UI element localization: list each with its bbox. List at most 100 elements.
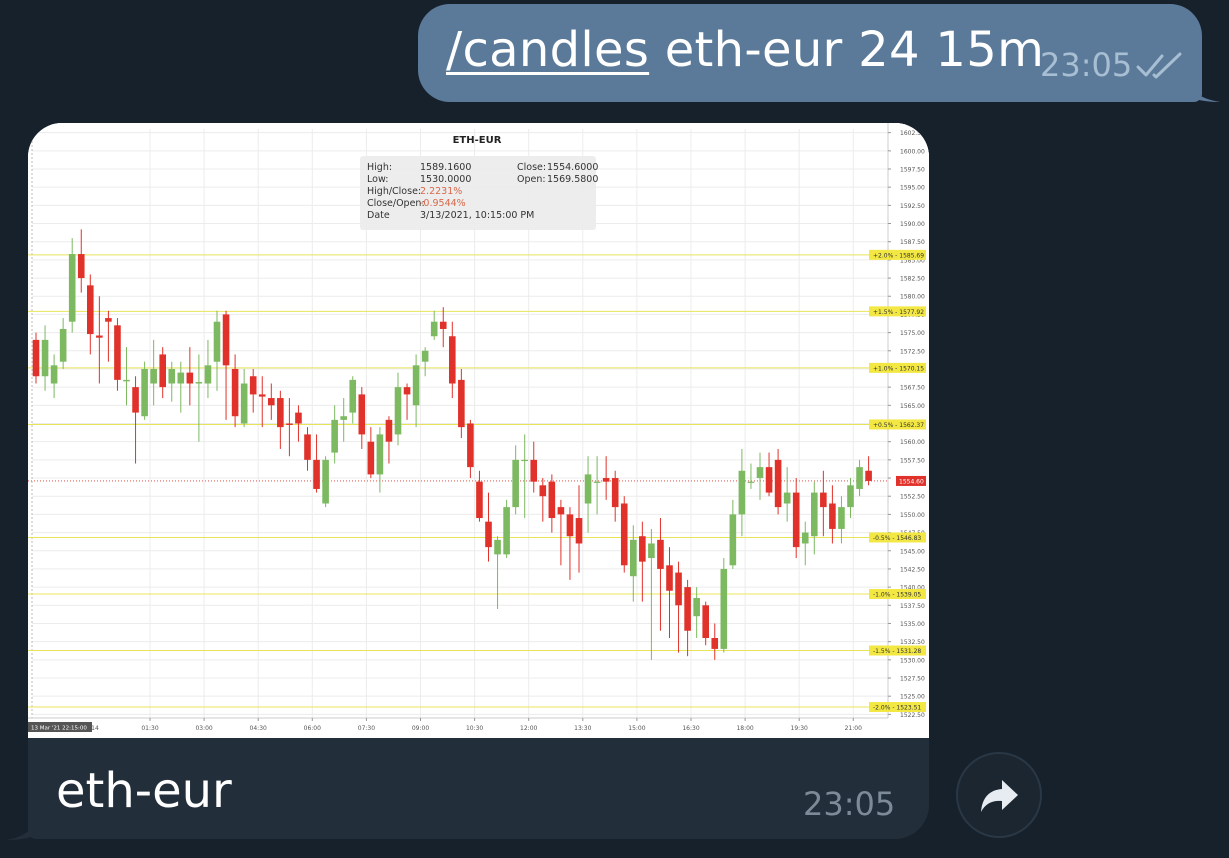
candle <box>693 587 700 639</box>
level-label-text: +1.0% - 1570.15 <box>873 365 924 372</box>
candle <box>123 347 130 406</box>
y-tick-label: 1552.50 <box>900 494 925 501</box>
candle-body <box>811 492 818 537</box>
candle <box>41 325 49 391</box>
candle <box>602 456 610 500</box>
candle-body <box>150 368 157 384</box>
candle <box>132 376 139 464</box>
candle <box>630 525 637 602</box>
candle-body <box>159 354 166 388</box>
x-tick-label: 04:30 <box>250 725 267 732</box>
candle-body <box>602 478 610 482</box>
x-tick-label: 09:00 <box>412 725 429 732</box>
candle-body <box>865 470 872 481</box>
candle-body <box>485 521 492 548</box>
y-tick-label: 1595.00 <box>900 185 925 192</box>
candle <box>222 310 230 420</box>
candle-body <box>792 492 800 548</box>
level-label-text: -0.5% - 1546.83 <box>873 535 921 542</box>
candle <box>575 485 583 573</box>
x-tick-label: 10:30 <box>466 725 483 732</box>
candle-body <box>856 467 863 489</box>
tooltip-close-value: 1554.6000 <box>547 162 599 173</box>
x-tick-label: 13:30 <box>574 725 591 732</box>
x-tick-label: 18:00 <box>736 725 753 732</box>
level-label-bg <box>869 306 926 317</box>
candle-body <box>675 572 682 606</box>
candle-body <box>684 587 691 631</box>
outgoing-timestamp: 23:05 <box>1040 46 1133 84</box>
y-tick-label: 1525.00 <box>900 694 925 701</box>
level-label: +2.0% - 1585.69 <box>869 249 926 260</box>
candle <box>485 492 492 562</box>
candle <box>358 387 366 449</box>
x-tick-label: 21:00 <box>845 725 862 732</box>
y-tick-label: 1580.00 <box>900 294 925 301</box>
level-label-bg <box>869 362 926 373</box>
candle <box>648 528 655 660</box>
share-button[interactable] <box>956 752 1042 838</box>
outgoing-message-bubble[interactable] <box>418 4 1202 102</box>
candle-body <box>222 314 230 366</box>
candle-body <box>729 514 737 566</box>
candle-body <box>774 459 782 508</box>
candle-body <box>783 492 791 504</box>
candle <box>811 481 818 555</box>
candle-body <box>421 350 429 362</box>
candle-body <box>648 543 655 559</box>
candle <box>59 318 67 369</box>
candle <box>277 390 284 449</box>
candle <box>747 463 755 489</box>
candle-body <box>476 481 483 519</box>
candle-body <box>367 441 375 475</box>
candle-body <box>430 321 438 337</box>
candle <box>150 339 157 406</box>
incoming-message-bubble[interactable]: 1602.50 1600.00 1597.50 1595.00 1592.50 1590.… <box>28 123 929 839</box>
candle <box>168 361 176 402</box>
candle <box>720 558 728 653</box>
x-tick-label: 07:30 <box>358 725 375 732</box>
candle-body <box>820 492 827 508</box>
candle <box>476 470 483 522</box>
candle-body <box>593 481 601 483</box>
y-tick-label: 1557.50 <box>900 457 925 464</box>
candle <box>512 445 519 515</box>
candle-body <box>204 365 212 384</box>
candle <box>584 456 592 533</box>
candle-body <box>249 376 257 395</box>
candle-body <box>548 481 556 519</box>
candle-body <box>494 539 501 555</box>
candle-body <box>530 459 538 482</box>
candle-body <box>394 387 402 435</box>
level-label: -0.5% - 1546.83 <box>869 532 926 543</box>
chart-image[interactable]: 1602.50 1600.00 1597.50 1595.00 1592.50 1590.… <box>28 123 929 738</box>
candle <box>286 398 293 457</box>
candle-body <box>349 379 357 413</box>
candle <box>548 474 556 533</box>
y-tick-label: 1590.00 <box>900 221 925 228</box>
level-label: -1.0% - 1539.05 <box>869 589 926 600</box>
candle-body <box>711 638 719 649</box>
candle <box>729 499 737 569</box>
x-tick-label: 06:00 <box>304 725 321 732</box>
candle-body <box>231 368 239 417</box>
y-axis-area <box>888 123 929 738</box>
candle-body <box>584 474 592 504</box>
candle <box>421 347 429 377</box>
y-tick-label: 1575.00 <box>900 330 925 337</box>
level-label-bg <box>869 702 926 713</box>
x-tick-label: 01:30 <box>141 725 158 732</box>
y-tick-label: 1585.00 <box>900 257 925 264</box>
candle-body <box>521 459 528 462</box>
tooltip-closeopen-label: Close/Open: <box>367 198 425 209</box>
candle-body <box>358 394 366 435</box>
outgoing-bubble-tail <box>1180 60 1220 102</box>
tooltip-close-label: Close: <box>517 162 547 173</box>
double-check-icon <box>1136 52 1182 79</box>
x-crosshair-label: 13 Mar '21 22:15:00 <box>31 726 87 732</box>
candle-body <box>693 598 700 617</box>
candle <box>231 354 239 428</box>
candle <box>258 376 266 428</box>
bot-command-link[interactable]: /candles <box>446 22 650 78</box>
y-tick-label: 1545.00 <box>900 548 925 555</box>
